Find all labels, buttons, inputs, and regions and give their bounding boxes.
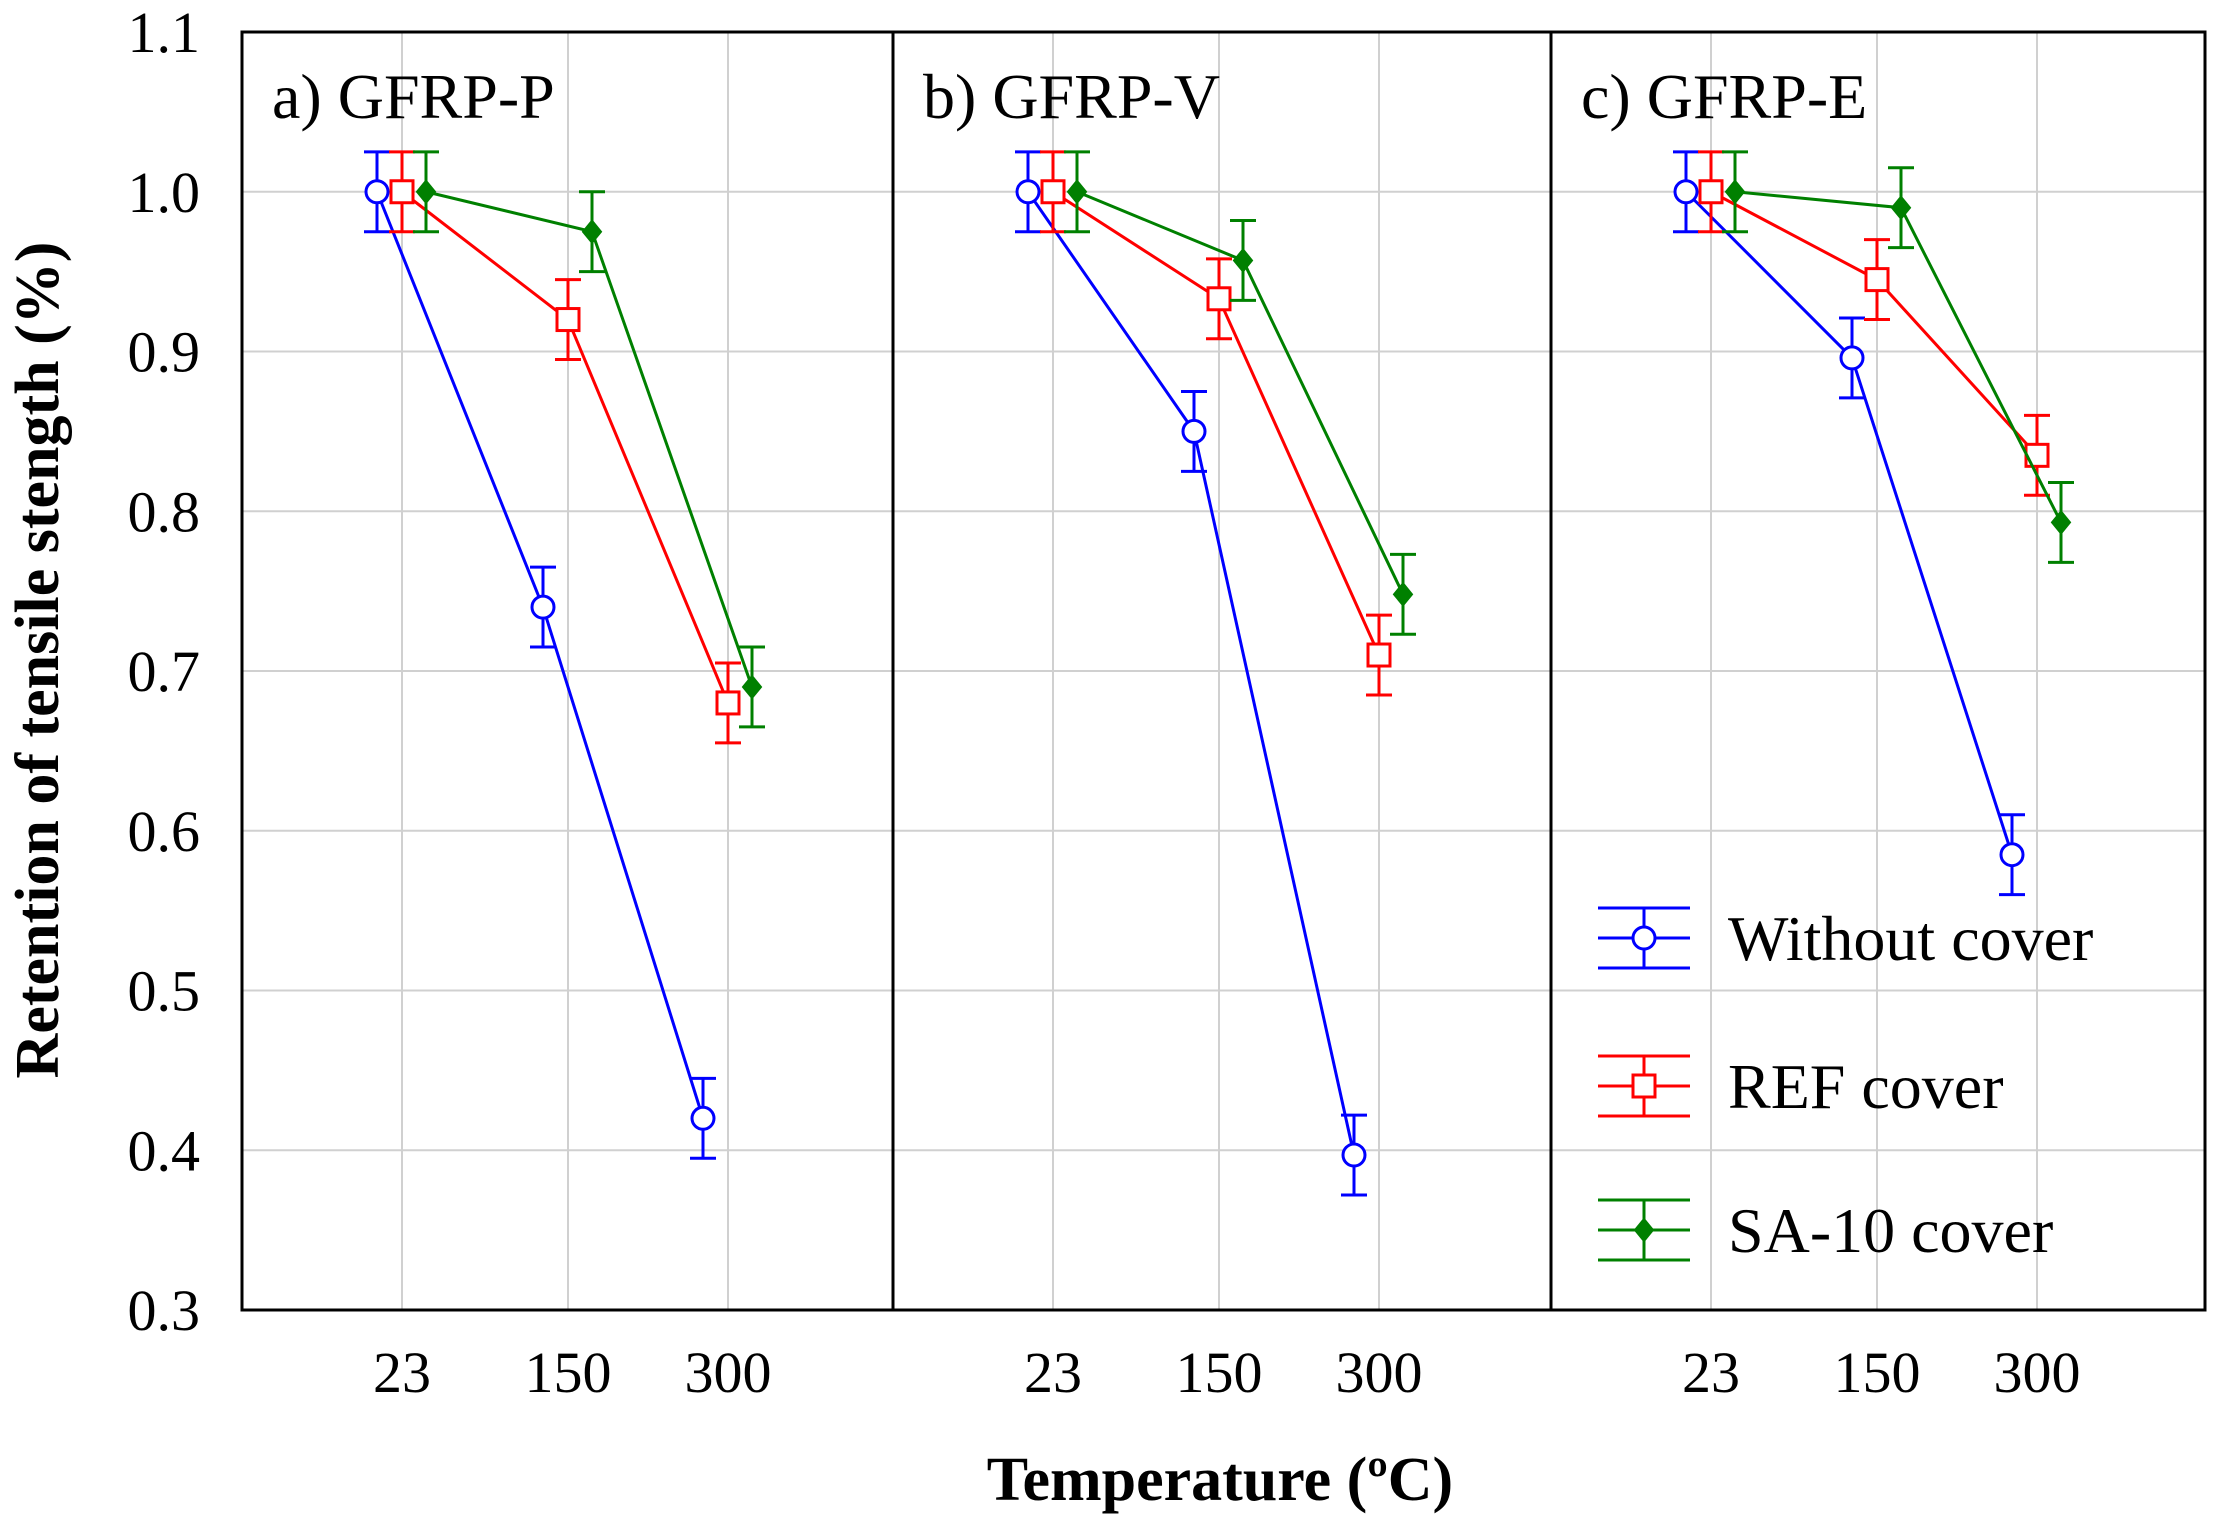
- x-tick-label: 150: [1176, 1340, 1263, 1405]
- legend-marker-diamond: [1633, 1217, 1655, 1243]
- marker-square: [1040, 179, 1066, 205]
- x-tick-label: 300: [1336, 1340, 1423, 1405]
- legend-label: REF cover: [1728, 1051, 2004, 1122]
- y-tick-label: 0.6: [128, 799, 201, 864]
- marker-diamond: [1066, 179, 1088, 205]
- x-tick-label: 300: [685, 1340, 772, 1405]
- data-point: [530, 565, 556, 649]
- marker-square: [1698, 179, 1724, 205]
- series-line: [1052, 190, 1381, 656]
- y-tick-label: 0.9: [128, 320, 201, 385]
- marker-square: [1864, 267, 1890, 293]
- text-layer: Retention of tensile stength (%) Tempera…: [4, 0, 2081, 1514]
- panel-title: a) GFRP-P: [272, 61, 555, 132]
- data-point: [690, 1076, 716, 1160]
- marker-diamond: [1232, 247, 1254, 274]
- legend-entry: SA-10 cover: [1598, 1195, 2053, 1266]
- data-point: [715, 661, 741, 745]
- data-point: [1390, 552, 1416, 636]
- y-tick-label: 1.0: [128, 160, 201, 225]
- marker-circle: [1673, 179, 1699, 205]
- marker-circle: [690, 1105, 716, 1131]
- series-line: [401, 190, 730, 704]
- x-axis-title: Temperature (ºC): [987, 1446, 1453, 1514]
- x-tick-label: 150: [525, 1340, 612, 1405]
- frame-layer: [240, 30, 2207, 1312]
- legend-marker-circle: [1631, 925, 1657, 951]
- data-point: [1839, 316, 1865, 400]
- x-tick-label: 23: [373, 1340, 431, 1405]
- data-point: [1040, 150, 1066, 234]
- panel-frame: [1549, 30, 2207, 1312]
- legend-marker-square: [1631, 1073, 1657, 1099]
- legend-label: SA-10 cover: [1728, 1195, 2053, 1266]
- marker-circle: [1181, 418, 1207, 444]
- data-point: [1722, 150, 1748, 234]
- data-point: [1673, 150, 1699, 234]
- series-line: [1026, 190, 1356, 1156]
- y-tick-label: 0.8: [128, 479, 201, 544]
- marker-circle: [364, 179, 390, 205]
- data-point: [1698, 150, 1724, 234]
- legend-entry: REF cover: [1598, 1051, 2004, 1122]
- marker-diamond: [1724, 179, 1746, 205]
- marker-diamond: [741, 674, 763, 700]
- data-point: [1206, 257, 1232, 341]
- data-point: [1181, 389, 1207, 473]
- marker-circle: [1341, 1142, 1367, 1168]
- x-tick-label: 300: [1994, 1340, 2081, 1405]
- data-point: [364, 150, 390, 234]
- marker-diamond: [1392, 581, 1414, 607]
- marker-square: [1206, 286, 1232, 312]
- series-layer: [364, 150, 2074, 1197]
- y-axis-title: Retention of tensile stength (%): [4, 242, 72, 1079]
- data-point: [413, 150, 439, 234]
- data-point: [2024, 413, 2050, 497]
- data-point: [579, 190, 605, 274]
- data-point: [389, 150, 415, 234]
- y-tick-label: 0.4: [128, 1118, 201, 1183]
- y-tick-label: 0.7: [128, 639, 201, 704]
- data-point: [1230, 219, 1256, 302]
- marker-circle: [1999, 842, 2025, 868]
- legend-label: Without cover: [1728, 903, 2093, 974]
- data-point: [555, 278, 581, 361]
- data-point: [739, 645, 765, 729]
- y-tick-label: 0.5: [128, 959, 201, 1024]
- data-point: [1864, 238, 1890, 322]
- series-line: [1684, 190, 2014, 856]
- x-tick-label: 23: [1682, 1340, 1740, 1405]
- series-line: [1710, 190, 2039, 457]
- marker-diamond: [581, 219, 603, 245]
- data-point: [1064, 150, 1090, 234]
- x-tick-label: 150: [1834, 1340, 1921, 1405]
- marker-circle: [1015, 179, 1041, 205]
- series-line: [375, 191, 705, 1119]
- marker-diamond: [415, 179, 437, 205]
- y-tick-label: 0.3: [128, 1278, 201, 1343]
- marker-square: [715, 690, 741, 716]
- x-tick-label: 23: [1024, 1340, 1082, 1405]
- marker-circle: [530, 594, 556, 620]
- data-point: [2048, 480, 2074, 564]
- marker-square: [555, 307, 581, 333]
- data-point: [1999, 813, 2025, 897]
- marker-diamond: [1890, 195, 1912, 221]
- data-point: [1015, 150, 1041, 234]
- data-point: [1888, 166, 1914, 250]
- marker-diamond: [2050, 509, 2072, 536]
- series-line: [1734, 190, 2063, 524]
- panel-title: c) GFRP-E: [1581, 61, 1867, 132]
- panel-title: b) GFRP-V: [923, 61, 1220, 132]
- data-point: [1341, 1113, 1367, 1197]
- y-tick-label: 1.1: [128, 0, 201, 65]
- legend-entry: Without cover: [1598, 903, 2093, 974]
- marker-square: [389, 179, 415, 205]
- data-point: [1366, 613, 1392, 697]
- marker-square: [1366, 642, 1392, 668]
- legend: Without cover REF cover SA-10 cover: [1598, 903, 2093, 1266]
- marker-circle: [1839, 345, 1865, 371]
